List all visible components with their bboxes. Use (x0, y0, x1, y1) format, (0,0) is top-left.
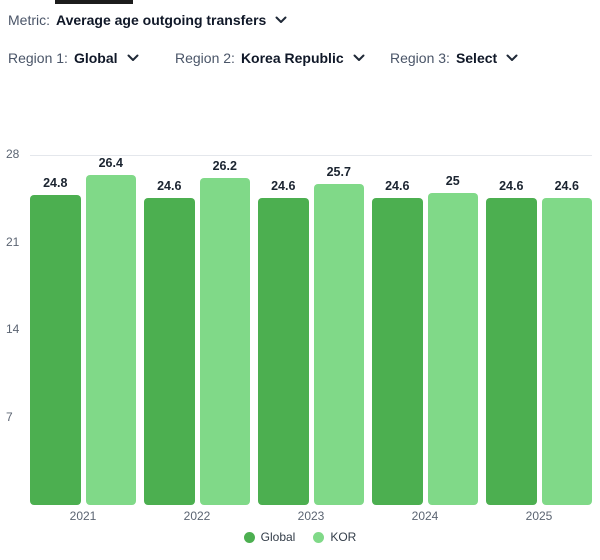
bar-kor-2021[interactable] (85, 175, 136, 505)
y-axis-tick-label: 7 (6, 409, 13, 424)
bar-group: 24.6 25 (372, 155, 478, 505)
metric-value: Average age outgoing transfers (56, 12, 267, 28)
region1-value: Global (73, 50, 118, 66)
bar-value-label: 24.6 (271, 178, 296, 193)
bar-kor-2024[interactable] (427, 192, 478, 505)
metric-dropdown[interactable]: Metric: Average age outgoing transfers (8, 12, 287, 28)
chevron-down-icon (275, 16, 287, 24)
gridline-top (30, 155, 592, 156)
x-axis-tick-label: 2021 (69, 509, 97, 523)
bar-slot: 24.6 (144, 155, 195, 505)
bar-slot: 24.6 (258, 155, 309, 505)
bar-value-label: 24.8 (43, 176, 68, 190)
metric-label: Metric: (8, 12, 50, 28)
bar-slot: 26.4 (85, 155, 136, 505)
bar-group: 24.8 26.4 (30, 155, 136, 505)
region2-label: Region 2: (175, 50, 235, 66)
x-axis-tick-label: 2025 (525, 509, 553, 523)
region1-dropdown[interactable]: Region 1: Global (8, 50, 175, 66)
x-axis-tick-label: 2023 (297, 509, 325, 523)
bar-kor-2025[interactable] (541, 197, 592, 505)
bar-slot: 24.6 (486, 155, 537, 505)
bar-value-label: 26.4 (98, 156, 123, 170)
bar-value-label: 24.6 (499, 178, 524, 193)
bar-group: 24.6 24.6 (486, 155, 592, 505)
bar-slot: 24.6 (541, 155, 592, 505)
bar-value-label: 24.6 (385, 178, 410, 193)
bar-group: 24.6 26.2 (144, 155, 250, 505)
bar-value-label: 24.6 (554, 178, 579, 193)
y-axis-tick-label: 21 (6, 234, 20, 249)
legend-item-kor[interactable]: KOR (313, 530, 356, 544)
legend-label: Global (260, 530, 296, 544)
region3-label: Region 3: (390, 50, 450, 66)
bar-global-2025[interactable] (486, 197, 537, 505)
bar-global-2022[interactable] (144, 197, 195, 505)
bar-value-label: 24.6 (157, 178, 182, 193)
legend: Global KOR (0, 530, 600, 544)
region3-value: Select (455, 50, 498, 66)
region1-label: Region 1: (8, 50, 68, 66)
bar-global-2024[interactable] (372, 197, 423, 505)
bar-chart: 24.8 26.4 24.6 26.2 24.6 25.7 24.6 25 24.6 24.6 (30, 155, 592, 505)
y-axis-tick-label: 14 (6, 322, 20, 336)
bar-kor-2023[interactable] (313, 183, 364, 505)
bar-value-label: 25 (445, 173, 460, 188)
bar-slot: 24.6 (372, 155, 423, 505)
chevron-down-icon (506, 54, 518, 62)
bar-value-label: 25.7 (326, 164, 351, 179)
legend-dot-icon (313, 531, 325, 543)
bar-kor-2022[interactable] (199, 177, 250, 505)
region2-value: Korea Republic (240, 50, 344, 66)
region3-dropdown[interactable]: Region 3: Select (390, 50, 518, 66)
chevron-down-icon (353, 54, 365, 62)
x-axis-tick-label: 2022 (183, 509, 211, 523)
bar-value-label: 26.2 (212, 158, 237, 173)
x-axis: 2021 2022 2023 2024 2025 (30, 509, 592, 523)
bar-slot: 25 (427, 155, 478, 505)
chevron-down-icon (127, 54, 139, 62)
top-edge-artifact (55, 0, 133, 4)
y-axis-tick-label: 28 (6, 147, 20, 161)
bar-global-2021[interactable] (30, 195, 81, 505)
bar-slot: 25.7 (313, 155, 364, 505)
bar-slot: 26.2 (199, 155, 250, 505)
legend-dot-icon (243, 531, 255, 543)
x-axis-tick-label: 2024 (411, 509, 439, 523)
legend-item-global[interactable]: Global (243, 530, 296, 544)
region2-dropdown[interactable]: Region 2: Korea Republic (175, 50, 390, 66)
bar-global-2023[interactable] (258, 197, 309, 505)
bar-group: 24.6 25.7 (258, 155, 364, 505)
bar-slot: 24.8 (30, 155, 81, 505)
y-axis: 28 21 14 7 (6, 147, 28, 505)
legend-label: KOR (330, 530, 357, 544)
